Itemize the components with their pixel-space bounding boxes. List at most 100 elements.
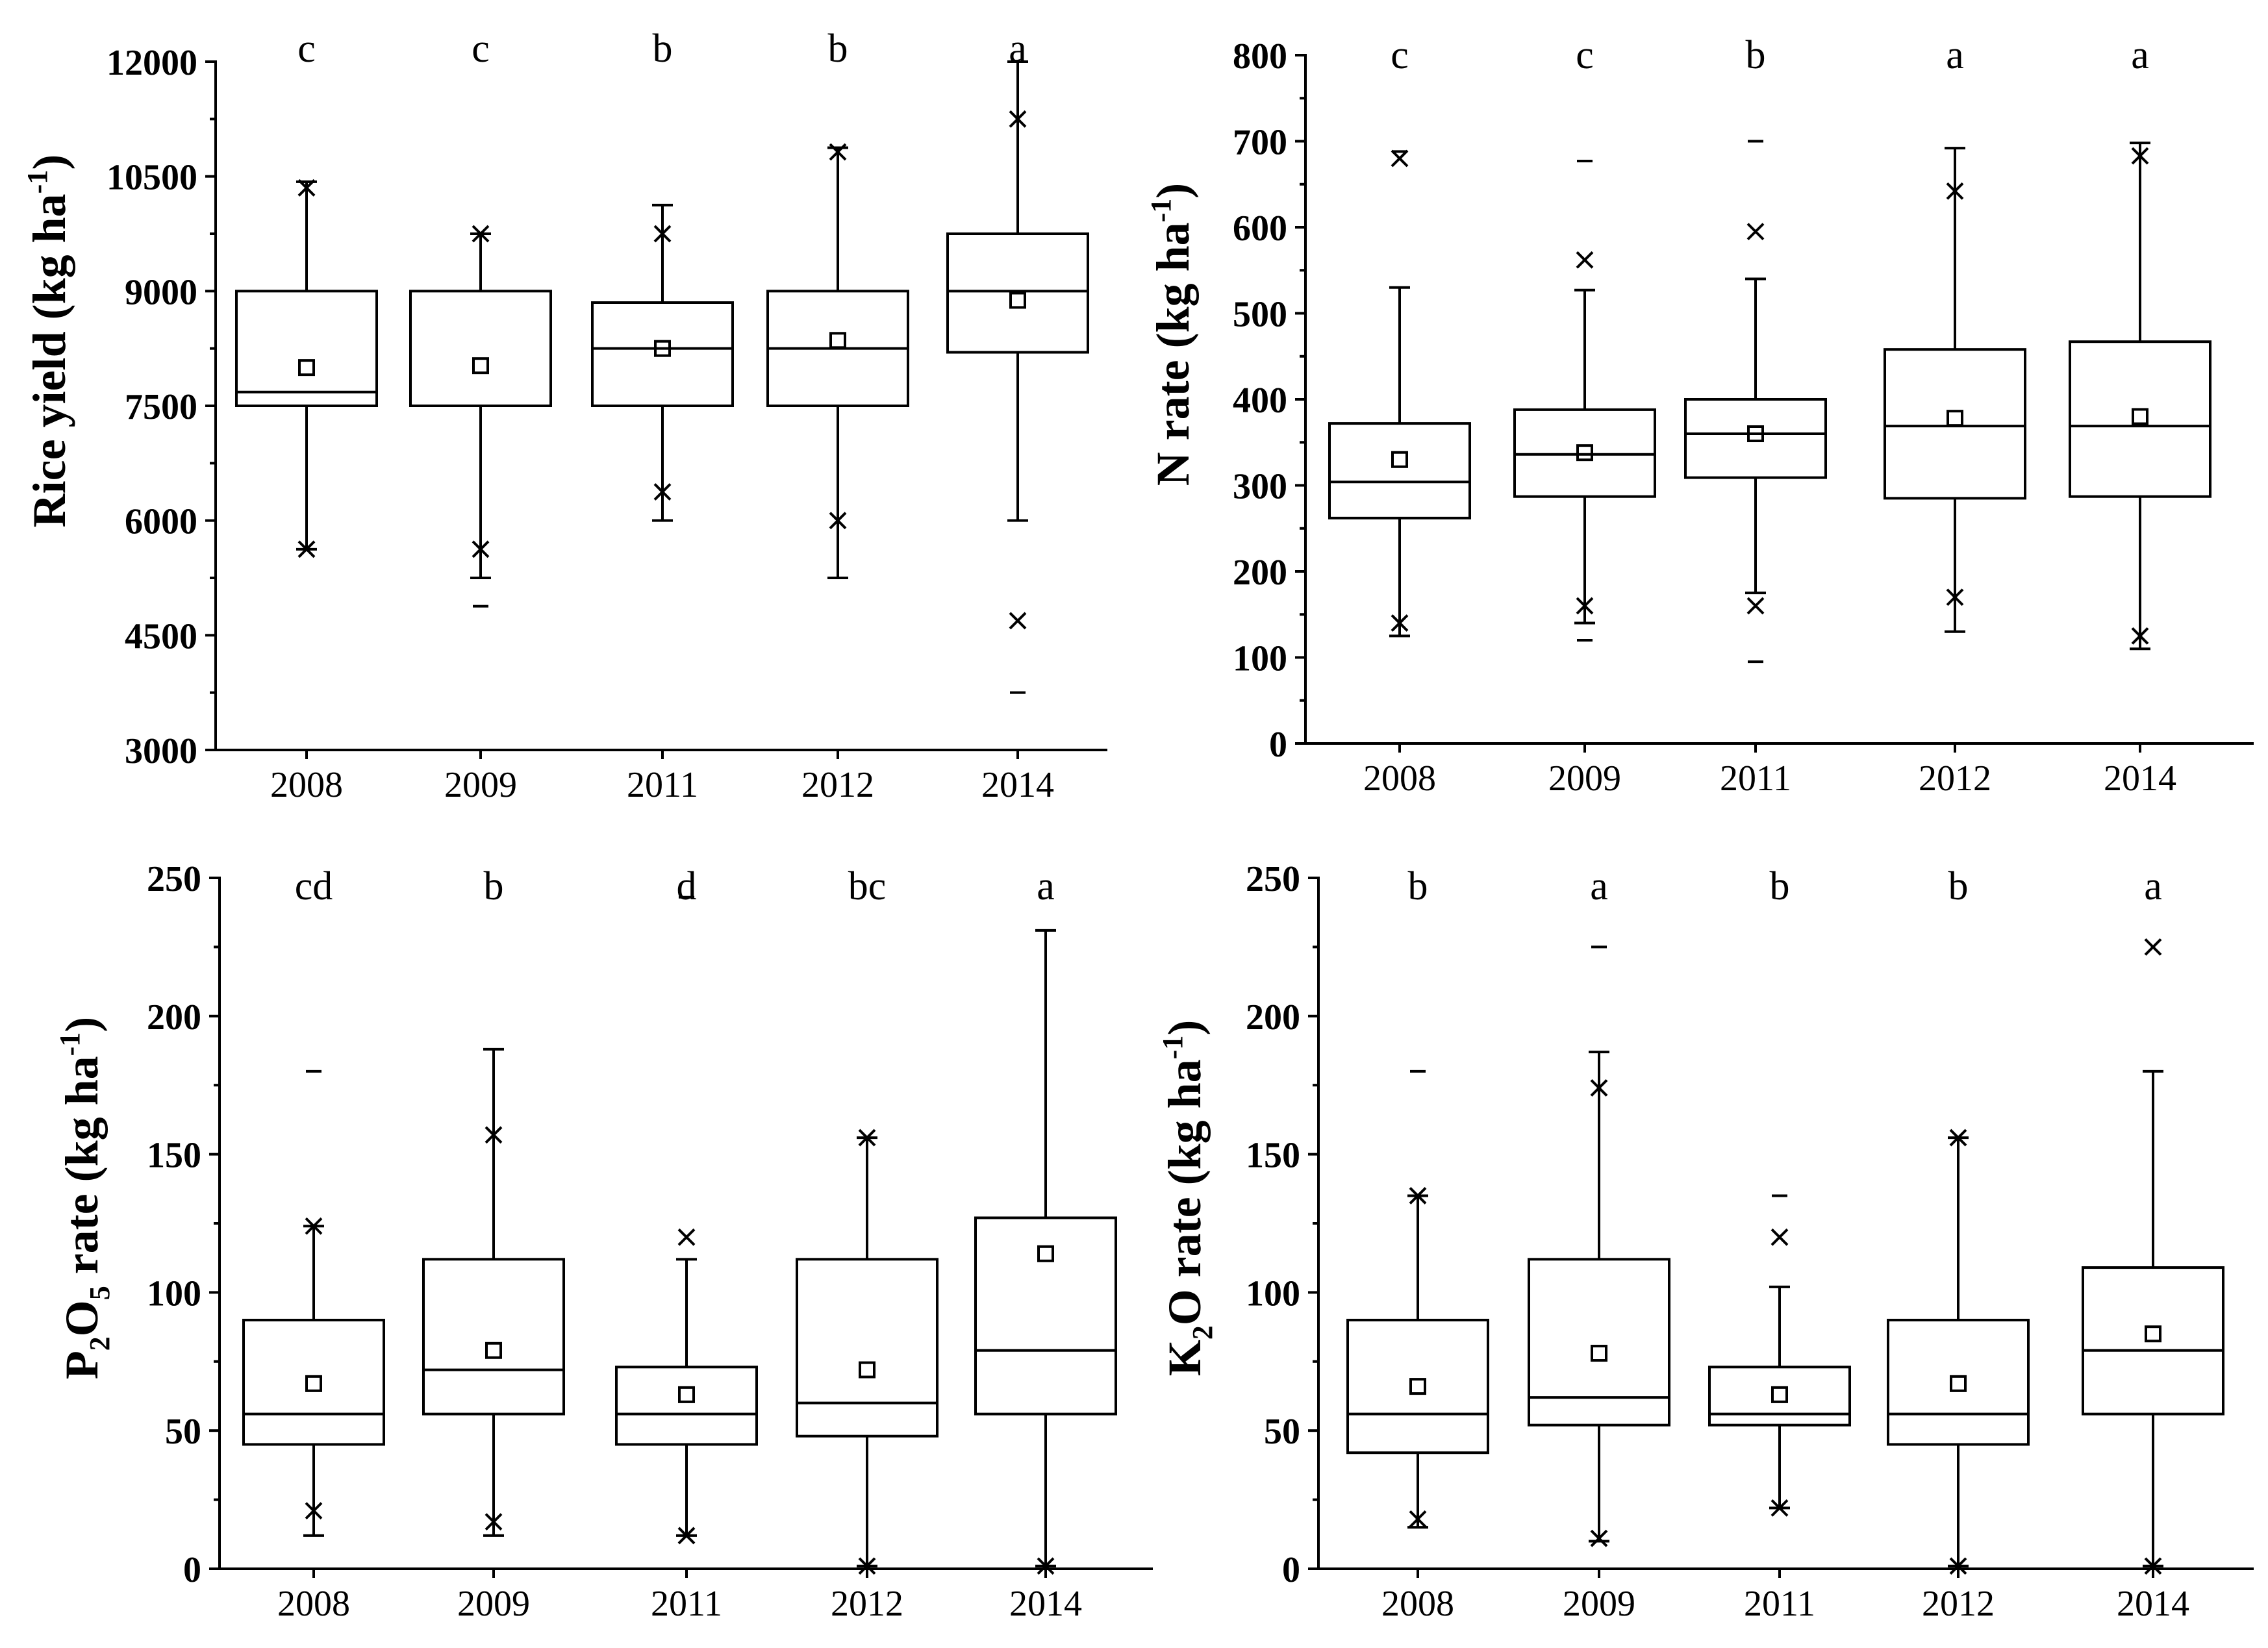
y-tick-label: 250 [1246, 859, 1300, 899]
panel-k2o-rate: K2O rate (kg ha-1) 0 50 100 150 200 250 2008 b 2… [1157, 859, 2254, 1624]
outlier-x-stroke [677, 1228, 696, 1246]
mean-marker [678, 1386, 695, 1403]
box-iqr [1884, 348, 2026, 500]
significance-letter: b [484, 864, 504, 908]
outlier-x-stroke [653, 483, 672, 501]
mean-marker [1009, 292, 1026, 309]
mean-marker [829, 332, 846, 349]
y-tick-label: 12000 [107, 43, 197, 83]
mean-marker [1391, 451, 1408, 468]
outlier-x-stroke [2131, 627, 2149, 645]
outlier-x-stroke [1946, 588, 1964, 606]
x-tick-label: 2009 [444, 765, 517, 805]
outlier-x-stroke [485, 1126, 503, 1144]
outlier-x-stroke [1746, 223, 1765, 241]
y-tick-label: 150 [147, 1136, 201, 1176]
x-tick-label: 2014 [2104, 758, 2176, 799]
significance-letter: b [1770, 864, 1790, 908]
box-iqr [242, 1318, 385, 1446]
y-axis-title: P2O5 rate (kg ha-1) [54, 1017, 116, 1380]
y-tick-label: 50 [165, 1412, 201, 1452]
box-iqr [615, 1366, 758, 1446]
outlier-x-stroke [1946, 182, 1964, 200]
x-tick-label: 2008 [277, 1584, 350, 1624]
y-axis-title: K2O rate (kg ha-1) [1157, 1020, 1218, 1377]
outlier-x-stroke [829, 143, 847, 161]
y-tick-label: 200 [1233, 553, 1287, 593]
panel-p2o5-rate: P2O5 rate (kg ha-1) 0 50 100 150 200 250 2008 c… [54, 859, 1153, 1624]
box-iqr [2082, 1266, 2224, 1416]
mean-marker [859, 1361, 876, 1379]
outlier-x-stroke [1590, 1079, 1608, 1097]
y-tick-label: 300 [1233, 467, 1287, 507]
y-tick-label: 200 [1246, 997, 1300, 1038]
y-tick-label: 0 [1282, 1550, 1300, 1590]
outlier-x-stroke [1009, 612, 1027, 630]
significance-letter: a [2144, 864, 2162, 908]
y-tick-label: 10500 [107, 158, 197, 198]
outlier-x-stroke [677, 1527, 696, 1545]
panel-rice-yield: Rice yield (kg ha-1) 3000 4500 6000 7500 900… [21, 27, 1107, 805]
significance-letter: a [1590, 864, 1608, 908]
outlier-x-stroke [1746, 597, 1765, 615]
outlier-x-stroke [297, 540, 316, 558]
box-iqr [409, 290, 552, 408]
outlier-x-stroke [1409, 1510, 1427, 1528]
y-tick-label: 250 [147, 859, 201, 899]
y-tick-label: 6000 [125, 502, 197, 542]
x-tick-label: 2012 [1922, 1584, 1995, 1624]
x-tick-label: 2014 [981, 765, 1054, 805]
mean-marker [1771, 1386, 1788, 1403]
significance-letter: c [1576, 33, 1594, 77]
outlier-x-stroke [1770, 1499, 1789, 1517]
outlier-x-stroke [472, 225, 490, 243]
outlier-x-stroke [1576, 251, 1594, 269]
significance-letter: b [828, 27, 848, 71]
mean-marker [1037, 1245, 1054, 1262]
significance-letter: c [472, 27, 490, 71]
significance-letter: b [1746, 33, 1766, 77]
mean-marker [1576, 444, 1593, 462]
box-iqr [1346, 1318, 1489, 1454]
outlier-x-stroke [653, 225, 672, 243]
x-tick-label: 2009 [1563, 1584, 1635, 1624]
box-iqr [1708, 1366, 1851, 1427]
outlier-x-stroke [1009, 110, 1027, 128]
x-tick-label: 2009 [1548, 758, 1621, 799]
mean-marker [2145, 1325, 2161, 1343]
significance-letter: d [677, 864, 697, 908]
outlier-x-stroke [1391, 614, 1409, 632]
significance-letter: c [297, 27, 316, 71]
box-iqr [1684, 398, 1827, 479]
y-tick-label: 3000 [125, 731, 197, 771]
outlier-x-stroke [1770, 1228, 1789, 1246]
y-tick-label: 4500 [125, 616, 197, 656]
mean-marker [1947, 410, 1963, 427]
box-iqr [974, 1216, 1117, 1416]
y-tick-label: 0 [1269, 725, 1287, 765]
significance-letter: c [1391, 33, 1409, 77]
box-iqr [422, 1258, 565, 1416]
x-tick-label: 2011 [627, 765, 698, 805]
mean-marker [1747, 425, 1764, 442]
y-tick-label: 7500 [125, 387, 197, 427]
significance-letter: a [2131, 33, 2149, 77]
y-tick-label: 200 [147, 997, 201, 1038]
x-tick-label: 2011 [1744, 1584, 1815, 1624]
significance-letter: a [1037, 864, 1055, 908]
outlier-x-stroke [305, 1217, 323, 1235]
y-tick-label: 100 [1233, 639, 1287, 679]
box-iqr [1328, 422, 1471, 519]
x-tick-label: 2008 [1381, 1584, 1454, 1624]
outlier-x-stroke [1590, 1529, 1608, 1547]
significance-letter: cd [295, 864, 333, 908]
x-tick-label: 2014 [2117, 1584, 2189, 1624]
box-iqr [946, 232, 1089, 354]
x-tick-label: 2009 [457, 1584, 530, 1624]
y-tick-label: 500 [1233, 295, 1287, 335]
x-tick-label: 2012 [831, 1584, 903, 1624]
outlier-x-stroke [2144, 938, 2162, 956]
outlier-x-stroke [858, 1557, 876, 1575]
x-tick-label: 2011 [1720, 758, 1791, 799]
significance-letter: a [1946, 33, 1964, 77]
